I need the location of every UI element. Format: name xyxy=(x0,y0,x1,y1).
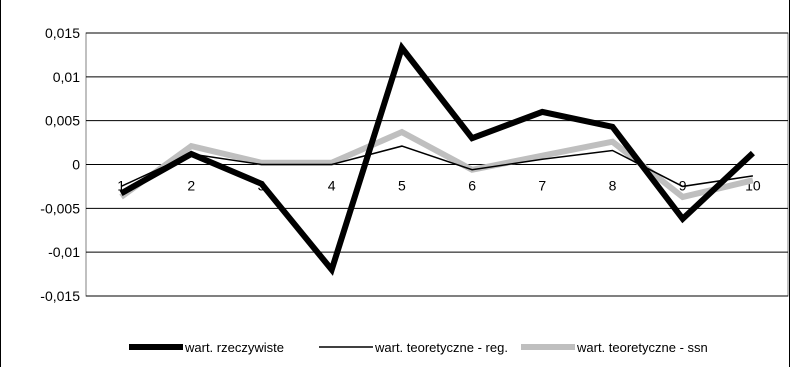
legend-label: wart. rzeczywiste xyxy=(184,340,284,355)
y-tick-label: -0,015 xyxy=(40,288,80,304)
legend-label: wart. teoretyczne - reg. xyxy=(374,340,508,355)
series-line-1 xyxy=(119,41,755,276)
x-tick-label: 2 xyxy=(187,178,195,194)
x-tick-label: 4 xyxy=(328,178,336,194)
y-tick-label: 0 xyxy=(72,157,80,173)
y-tick-label: 0,015 xyxy=(45,25,80,41)
legend: wart. rzeczywiste wart. teoretyczne - reg… xyxy=(129,340,708,355)
x-tick-label: 8 xyxy=(609,178,617,194)
y-tick-label: -0,005 xyxy=(40,200,80,216)
legend-label: wart. teoretyczne - ssn xyxy=(576,340,708,355)
x-tick-label: 6 xyxy=(468,178,476,194)
series-lines xyxy=(119,41,755,276)
x-tick-label: 1 xyxy=(117,178,125,194)
y-tick-label: 0,01 xyxy=(53,69,80,85)
x-tick-label: 9 xyxy=(679,178,687,194)
x-tick-label: 7 xyxy=(538,178,546,194)
y-axis-ticks: 0,015 0,01 0,005 0 -0,005 -0,01 -0,015 xyxy=(40,25,80,304)
gridlines xyxy=(86,32,788,297)
x-tick-label: 5 xyxy=(398,178,406,194)
y-tick-label: -0,01 xyxy=(48,244,80,260)
y-tick-label: 0,005 xyxy=(45,113,80,129)
